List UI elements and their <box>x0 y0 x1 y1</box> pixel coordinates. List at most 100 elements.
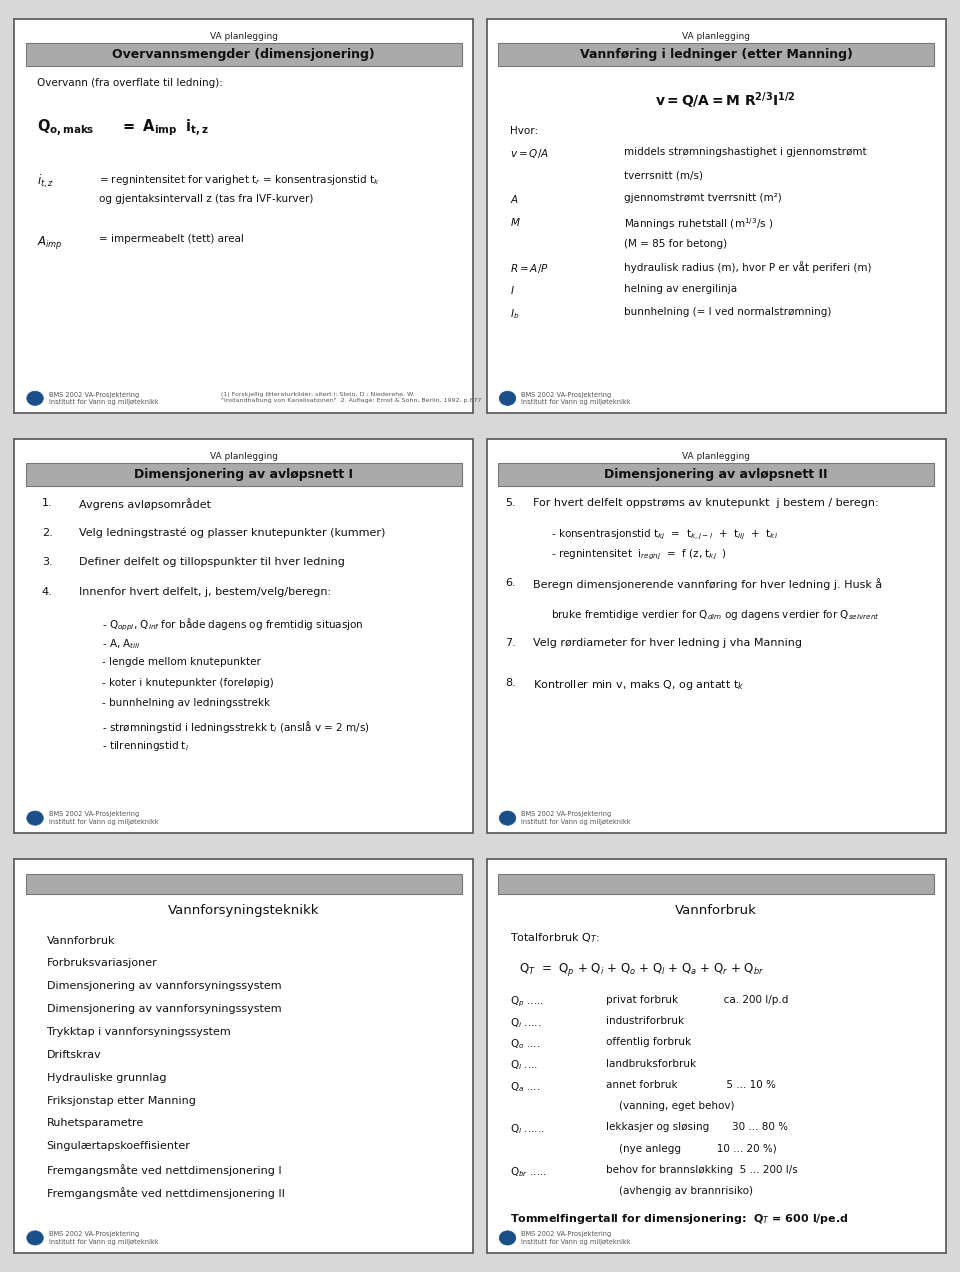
Text: 8.: 8. <box>505 678 516 688</box>
Text: - strømningstid i ledningsstrekk t$_l$ (anslå v = 2 m/s): - strømningstid i ledningsstrekk t$_l$ (… <box>102 719 370 735</box>
Text: middels strømningshastighet i gjennomstrømt: middels strømningshastighet i gjennomstr… <box>625 148 867 158</box>
FancyBboxPatch shape <box>498 43 934 66</box>
Text: $I_b$: $I_b$ <box>510 308 519 321</box>
FancyBboxPatch shape <box>26 43 462 66</box>
Text: $A_{imp}$: $A_{imp}$ <box>37 234 63 251</box>
Text: VA planlegging: VA planlegging <box>209 32 277 41</box>
Text: VA planlegging: VA planlegging <box>209 452 277 460</box>
Text: Hvor:: Hvor: <box>510 126 538 136</box>
FancyBboxPatch shape <box>26 463 462 486</box>
Text: gjennomstrømt tverrsnitt (m²): gjennomstrømt tverrsnitt (m²) <box>625 193 782 204</box>
Text: $v = Q / A$: $v = Q / A$ <box>510 148 549 160</box>
Text: Dimensjonering av avløpsnett I: Dimensjonering av avløpsnett I <box>134 468 353 481</box>
Text: annet forbruk               5 ... 10 %: annet forbruk 5 ... 10 % <box>606 1080 776 1090</box>
Text: Vannforbruk: Vannforbruk <box>675 904 757 917</box>
Text: $\mathbf{v = Q / A = M \ R^{2/3} I^{1/2}}$: $\mathbf{v = Q / A = M \ R^{2/3} I^{1/2}… <box>655 90 796 111</box>
Text: Dimensjonering av avløpsnett II: Dimensjonering av avløpsnett II <box>605 468 828 481</box>
FancyBboxPatch shape <box>487 19 946 413</box>
Circle shape <box>27 812 43 826</box>
Text: Definer delfelt og tillopspunkter til hver ledning: Definer delfelt og tillopspunkter til hv… <box>79 557 345 567</box>
Text: - regnintensitet  i$_{regnj}$  =  f (z, t$_{kj}$  ): - regnintensitet i$_{regnj}$ = f (z, t$_… <box>551 548 727 562</box>
Text: 3.: 3. <box>42 557 53 567</box>
Text: helning av energilinja: helning av energilinja <box>625 285 737 294</box>
Text: Driftskrav: Driftskrav <box>46 1049 101 1060</box>
Text: (M = 85 for betong): (M = 85 for betong) <box>625 239 728 248</box>
Text: Dimensjonering av vannforsyningssystem: Dimensjonering av vannforsyningssystem <box>46 981 281 991</box>
Text: - bunnhelning av ledningsstrekk: - bunnhelning av ledningsstrekk <box>102 698 270 709</box>
Text: Q$_i$ .....: Q$_i$ ..... <box>510 1016 541 1030</box>
Text: Kontroller min v, maks Q, og antatt t$_k$: Kontroller min v, maks Q, og antatt t$_k… <box>533 678 744 692</box>
Text: - tilrenningstid t$_i$: - tilrenningstid t$_i$ <box>102 739 189 753</box>
Text: 4.: 4. <box>42 586 53 597</box>
Text: bunnhelning (= I ved normalstrømning): bunnhelning (= I ved normalstrømning) <box>625 308 832 317</box>
Text: Q$_{br}$ .....: Q$_{br}$ ..... <box>510 1165 547 1179</box>
Circle shape <box>27 392 43 406</box>
Text: BMS 2002 VA-Prosjektering
Institutt for Vann og miljøteknikk: BMS 2002 VA-Prosjektering Institutt for … <box>49 392 158 404</box>
Text: og gjentaksintervall z (tas fra IVF-kurver): og gjentaksintervall z (tas fra IVF-kurv… <box>99 195 314 205</box>
Circle shape <box>499 1231 516 1245</box>
Text: Avgrens avløpsområdet: Avgrens avløpsområdet <box>79 499 210 510</box>
Text: (nye anlegg           10 ... 20 %): (nye anlegg 10 ... 20 %) <box>606 1144 777 1154</box>
Text: $I$: $I$ <box>510 285 515 296</box>
Text: Overvann (fra overflate til ledning):: Overvann (fra overflate til ledning): <box>37 78 224 88</box>
Text: tverrsnitt (m/s): tverrsnitt (m/s) <box>625 170 704 181</box>
Text: (avhengig av brannrisiko): (avhengig av brannrisiko) <box>606 1187 754 1196</box>
Text: Innenfor hvert delfelt, j, bestem/velg/beregn:: Innenfor hvert delfelt, j, bestem/velg/b… <box>79 586 331 597</box>
FancyBboxPatch shape <box>14 859 473 1253</box>
Text: offentlig forbruk: offentlig forbruk <box>606 1037 691 1047</box>
Text: Friksjonstap etter Manning: Friksjonstap etter Manning <box>46 1095 196 1105</box>
FancyBboxPatch shape <box>498 874 934 894</box>
Text: hydraulisk radius (m), hvor P er våt periferi (m): hydraulisk radius (m), hvor P er våt per… <box>625 262 872 273</box>
Circle shape <box>27 1231 43 1245</box>
Text: lekkasjer og sløsing       30 ... 80 %: lekkasjer og sløsing 30 ... 80 % <box>606 1122 788 1132</box>
Text: - A, A$_{tili}$: - A, A$_{tili}$ <box>102 637 140 650</box>
Text: Ruhetsparametre: Ruhetsparametre <box>46 1118 144 1128</box>
Text: Q$_T$  =  Q$_p$ + Q$_i$ + Q$_o$ + Q$_l$ + Q$_a$ + Q$_r$ + Q$_{br}$: Q$_T$ = Q$_p$ + Q$_i$ + Q$_o$ + Q$_l$ + … <box>519 962 764 978</box>
Text: Fremgangsmåte ved nettdimensjonering I: Fremgangsmåte ved nettdimensjonering I <box>46 1164 281 1177</box>
Text: BMS 2002 VA-Prosjektering
Institutt for Vann og miljøteknikk: BMS 2002 VA-Prosjektering Institutt for … <box>49 812 158 826</box>
Text: Trykktap i vannforsyningssystem: Trykktap i vannforsyningssystem <box>46 1027 230 1037</box>
Text: Velg ledningstrasté og plasser knutepunkter (kummer): Velg ledningstrasté og plasser knutepunk… <box>79 528 385 538</box>
Text: Mannings ruhetstall (m$^{1/3}$/s ): Mannings ruhetstall (m$^{1/3}$/s ) <box>625 216 774 232</box>
Text: $\mathbf{Q_{o,maks}}$: $\mathbf{Q_{o,maks}}$ <box>37 117 95 139</box>
Text: Vannføring i ledninger (etter Manning): Vannføring i ledninger (etter Manning) <box>580 48 852 61</box>
Text: Hydrauliske grunnlag: Hydrauliske grunnlag <box>46 1072 166 1082</box>
Text: behov for brannsløkking  5 ... 200 l/s: behov for brannsløkking 5 ... 200 l/s <box>606 1165 798 1175</box>
Text: (1) Forskjellig litteraturkilder, sitert i: Stein, D ; Niederehe, W.
"Instandhal: (1) Forskjellig litteraturkilder, sitert… <box>221 392 481 403</box>
Text: 6.: 6. <box>505 579 516 589</box>
FancyBboxPatch shape <box>487 439 946 833</box>
Text: Forbruksvariasjoner: Forbruksvariasjoner <box>46 959 157 968</box>
FancyBboxPatch shape <box>498 463 934 486</box>
Text: 2.: 2. <box>42 528 53 538</box>
Text: $M$: $M$ <box>510 216 520 228</box>
Text: = impermeabelt (tett) areal: = impermeabelt (tett) areal <box>99 234 244 244</box>
Text: 1.: 1. <box>42 499 53 508</box>
Text: $A$: $A$ <box>510 193 518 205</box>
Text: 7.: 7. <box>505 639 516 649</box>
Text: landbruksforbruk: landbruksforbruk <box>606 1058 696 1068</box>
Text: Q$_p$ .....: Q$_p$ ..... <box>510 995 543 1009</box>
Text: (vanning, eget behov): (vanning, eget behov) <box>606 1102 734 1112</box>
Text: Overvannsmengder (dimensjonering): Overvannsmengder (dimensjonering) <box>112 48 375 61</box>
Text: Tommelfingertall for dimensjonering:  Q$_T$ = 600 l/pe.d: Tommelfingertall for dimensjonering: Q$_… <box>510 1211 849 1225</box>
Text: - lengde mellom knutepunkter: - lengde mellom knutepunkter <box>102 658 260 668</box>
Text: Vannforbruk: Vannforbruk <box>46 936 115 945</box>
Text: BMS 2002 VA-Prosjektering
Institutt for Vann og miljøteknikk: BMS 2002 VA-Prosjektering Institutt for … <box>49 1231 158 1245</box>
Text: - Q$_{oppi}$, Q$_{inf}$ for både dagens og fremtidig situasjon: - Q$_{oppi}$, Q$_{inf}$ for både dagens … <box>102 617 363 632</box>
Text: BMS 2002 VA-Prosjektering
Institutt for Vann og miljøteknikk: BMS 2002 VA-Prosjektering Institutt for … <box>521 812 631 826</box>
Text: VA planlegging: VA planlegging <box>683 452 751 460</box>
Text: Totalforbruk Q$_T$:: Totalforbruk Q$_T$: <box>510 931 600 945</box>
Text: privat forbruk              ca. 200 l/p.d: privat forbruk ca. 200 l/p.d <box>606 995 788 1005</box>
Text: industriforbruk: industriforbruk <box>606 1016 684 1027</box>
Text: - konsentrasjonstid t$_{kj}$  =  t$_{k,j-l}$  +  t$_{lij}$  +  t$_{ki}$: - konsentrasjonstid t$_{kj}$ = t$_{k,j-l… <box>551 528 779 542</box>
Text: 5.: 5. <box>505 499 516 508</box>
FancyBboxPatch shape <box>487 859 946 1253</box>
Text: $i_{t,z}$: $i_{t,z}$ <box>37 173 55 191</box>
Circle shape <box>499 812 516 826</box>
Text: Dimensjonering av vannforsyningssystem: Dimensjonering av vannforsyningssystem <box>46 1004 281 1014</box>
Text: For hvert delfelt oppstrøms av knutepunkt  j bestem / beregn:: For hvert delfelt oppstrøms av knutepunk… <box>533 499 878 508</box>
Text: Fremgangsmåte ved nettdimensjonering II: Fremgangsmåte ved nettdimensjonering II <box>46 1187 284 1199</box>
Text: bruke fremtidige verdier for Q$_{dim}$ og dagens verdier for Q$_{selvrent}$: bruke fremtidige verdier for Q$_{dim}$ o… <box>551 608 879 622</box>
Text: Beregn dimensjonerende vannføring for hver ledning j. Husk å: Beregn dimensjonerende vannføring for hv… <box>533 579 882 590</box>
Text: BMS 2002 VA-Prosjektering
Institutt for Vann og miljøteknikk: BMS 2002 VA-Prosjektering Institutt for … <box>521 392 631 404</box>
